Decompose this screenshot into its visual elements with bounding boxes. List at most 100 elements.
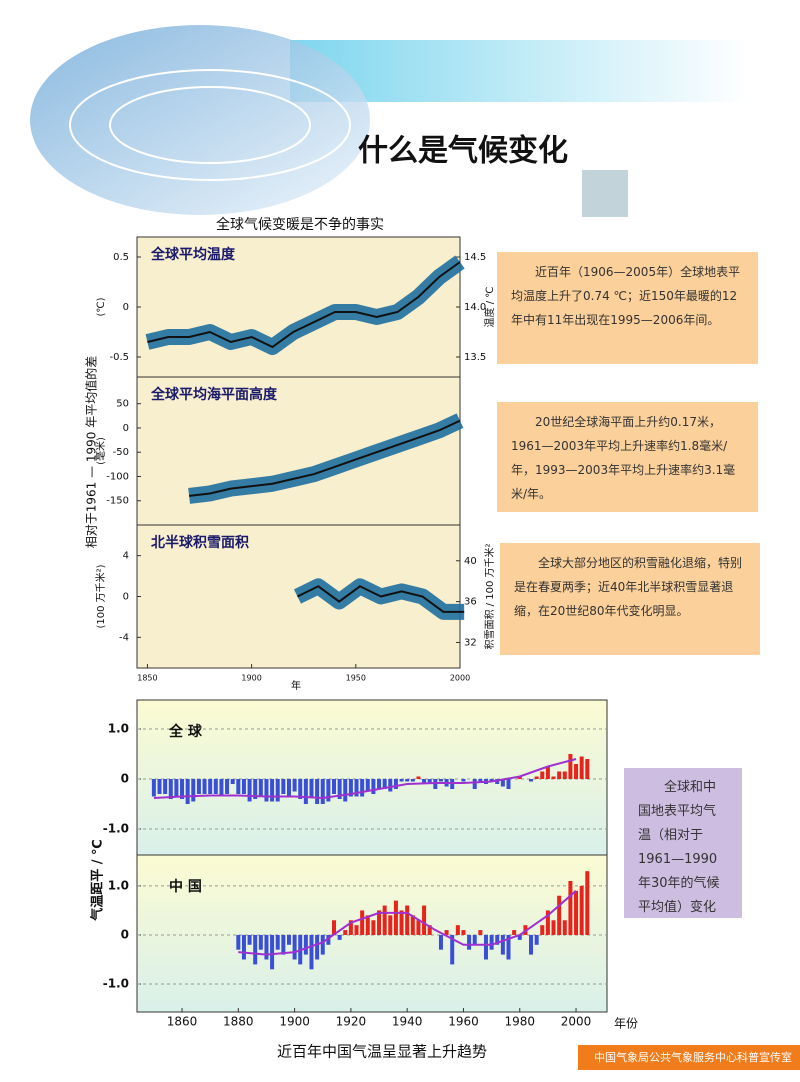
bar bbox=[393, 900, 398, 935]
bar bbox=[270, 779, 275, 802]
x-tick-label: 1900 bbox=[279, 1015, 310, 1029]
y-tick-label: 0 bbox=[121, 927, 129, 941]
panel-title: 全球平均海平面高度 bbox=[150, 386, 278, 403]
bar bbox=[281, 934, 286, 955]
note-box: 全球大部分地区的积雪融化退缩，特别是在春夏两季；近40年北半球积雪显著退缩，在2… bbox=[500, 543, 760, 655]
bar bbox=[315, 934, 320, 960]
bar bbox=[422, 905, 427, 935]
x-tick-label: 1860 bbox=[167, 1015, 198, 1029]
bar bbox=[461, 779, 466, 782]
bar bbox=[371, 920, 376, 935]
figure-title: 全球气候变暖是不争的事实 bbox=[216, 216, 384, 233]
bar bbox=[568, 881, 573, 935]
bar bbox=[365, 779, 370, 792]
bar bbox=[157, 779, 162, 794]
bar bbox=[253, 934, 258, 965]
y-tick-label: -1.0 bbox=[103, 822, 129, 836]
bar bbox=[545, 766, 550, 779]
trend-line bbox=[238, 890, 577, 956]
bar bbox=[202, 779, 207, 794]
bar bbox=[191, 779, 196, 802]
bar bbox=[478, 930, 483, 935]
unit-label: (100 万千米²) bbox=[94, 564, 107, 628]
bar bbox=[529, 779, 534, 782]
bar bbox=[489, 779, 494, 782]
bar bbox=[450, 934, 455, 965]
bar bbox=[410, 915, 415, 935]
bar bbox=[326, 934, 331, 945]
bar bbox=[399, 910, 404, 935]
footer-text: 中国气象局公共气象服务中心科普宣传室 bbox=[594, 1050, 792, 1064]
x-axis-label: 年份 bbox=[614, 1017, 638, 1031]
bar bbox=[264, 934, 269, 960]
bar bbox=[461, 930, 466, 935]
bar bbox=[247, 779, 252, 802]
note-box: 全球和中国地表平均气温（相对于1961—1990年30年的气候平均值）变化 bbox=[624, 768, 742, 918]
bar bbox=[163, 779, 168, 794]
y-tick-label: 36 bbox=[464, 597, 477, 608]
bar bbox=[174, 779, 179, 797]
bar bbox=[500, 934, 505, 955]
x-tick-label: 1950 bbox=[346, 674, 366, 683]
y-tick-label: 1.0 bbox=[108, 878, 129, 892]
bar bbox=[506, 934, 511, 960]
bar bbox=[540, 925, 545, 935]
note-box: 20世纪全球海平面上升约0.17米，1961—2003年平均上升速率约1.8毫米… bbox=[497, 402, 758, 512]
bar bbox=[489, 934, 494, 950]
x-tick-label: 1900 bbox=[241, 674, 261, 683]
bar bbox=[354, 925, 359, 935]
unit-label: (℃) bbox=[96, 297, 107, 316]
bar bbox=[196, 779, 201, 794]
y-tick-label: 4 bbox=[123, 551, 129, 562]
bar bbox=[557, 771, 562, 779]
orbit bbox=[69, 69, 351, 181]
bar bbox=[303, 779, 308, 804]
x-tick-label: 2000 bbox=[450, 674, 470, 683]
bar bbox=[213, 779, 218, 794]
bar bbox=[585, 759, 590, 779]
bar bbox=[585, 871, 590, 935]
bar bbox=[377, 910, 382, 935]
bar bbox=[309, 934, 314, 970]
bar bbox=[438, 934, 443, 950]
y-tick-label: 14.0 bbox=[464, 302, 486, 313]
unit-label: 积雪面积 / 100 万千米² bbox=[483, 543, 496, 649]
bar bbox=[506, 779, 511, 789]
y-tick-label: 50 bbox=[116, 399, 129, 410]
bar bbox=[360, 779, 365, 797]
y-tick-label: 0 bbox=[121, 772, 129, 786]
y-tick-label: 0 bbox=[123, 423, 129, 434]
bar bbox=[315, 779, 320, 804]
bar bbox=[337, 934, 342, 940]
bar bbox=[574, 890, 579, 935]
bar bbox=[343, 779, 348, 802]
y-axis-label: 相对于1961 — 1990 年平均值的差 bbox=[84, 356, 99, 549]
bar bbox=[427, 925, 432, 935]
bar bbox=[478, 779, 483, 782]
bar bbox=[286, 779, 291, 797]
bar bbox=[185, 779, 190, 804]
bar bbox=[225, 779, 230, 794]
bar bbox=[303, 934, 308, 955]
bar bbox=[393, 779, 398, 789]
y-axis-label: 气温距平 / ℃ bbox=[90, 839, 106, 921]
bar bbox=[270, 934, 275, 970]
bar bbox=[208, 779, 213, 794]
bar bbox=[281, 779, 286, 794]
bar bbox=[517, 776, 522, 779]
bar bbox=[551, 920, 556, 935]
y-tick-label: 40 bbox=[464, 556, 477, 567]
bar bbox=[236, 934, 241, 950]
y-tick-label: -4 bbox=[119, 632, 129, 643]
bar bbox=[405, 779, 410, 782]
bar bbox=[483, 934, 488, 960]
note-box: 近百年（1906—2005年）全球地表平均温度上升了0.74 ℃；近150年最暖… bbox=[497, 252, 758, 364]
panel-title: 全球平均温度 bbox=[150, 246, 236, 263]
bar bbox=[545, 910, 550, 935]
bar bbox=[286, 934, 291, 945]
bar bbox=[427, 779, 432, 784]
bar bbox=[320, 934, 325, 955]
x-tick-label: 1850 bbox=[137, 674, 157, 683]
